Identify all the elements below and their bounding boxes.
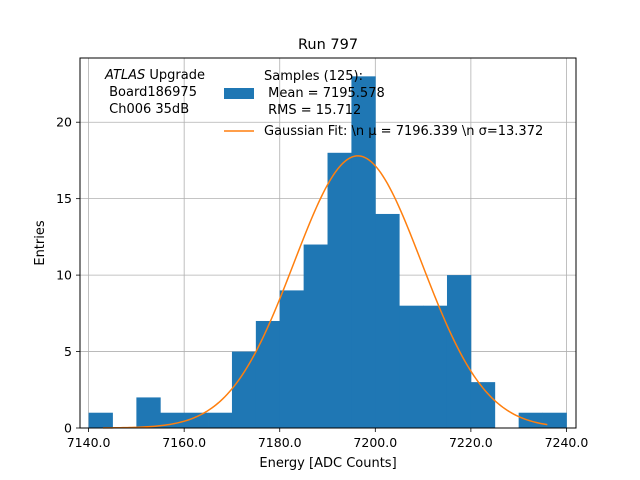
y-tick-label-1: 5 bbox=[64, 344, 72, 359]
histogram-bar-14 bbox=[423, 305, 448, 428]
y-tick-label-3: 15 bbox=[56, 191, 72, 206]
legend-samples-line-1: Samples (125): bbox=[264, 69, 363, 84]
x-tick-label-3: 7200.0 bbox=[353, 435, 397, 450]
legend-fit-label: Gaussian Fit: \n μ = 7196.339 \n σ=13.37… bbox=[264, 124, 543, 139]
histogram-bar-3 bbox=[160, 412, 185, 428]
y-tick-label-2: 10 bbox=[56, 268, 72, 283]
histogram-bar-9 bbox=[303, 244, 328, 428]
legend-samples-line-2: Mean = 7195.578 bbox=[264, 86, 385, 101]
legend: Samples (125): Mean = 7195.578 RMS = 15.… bbox=[224, 69, 543, 139]
histogram-bar-13 bbox=[399, 305, 424, 428]
histogram-bars bbox=[88, 76, 567, 428]
histogram-bar-7 bbox=[255, 320, 281, 428]
y-tick-label-0: 0 bbox=[64, 421, 72, 436]
annotation-line-1: ATLAS Upgrade bbox=[104, 68, 205, 83]
histogram-bar-12 bbox=[375, 213, 400, 428]
histogram-bar-8 bbox=[279, 290, 305, 428]
legend-patch-samples bbox=[224, 88, 254, 99]
x-tick-label-5: 7240.0 bbox=[545, 435, 589, 450]
x-axis-label: Energy [ADC Counts] bbox=[259, 456, 396, 471]
histogram-bar-2 bbox=[136, 397, 161, 428]
histogram-bar-11 bbox=[351, 76, 376, 428]
histogram-bar-16 bbox=[470, 382, 496, 428]
plot-frame bbox=[79, 57, 577, 429]
x-axis-ticks: 7140.0 7160.0 7180.0 7200.0 7220.0 7240.0 bbox=[67, 428, 589, 450]
x-tick-label-0: 7140.0 bbox=[67, 435, 111, 450]
histogram-bar-19 bbox=[542, 412, 567, 428]
annotation-line-2: Board186975 bbox=[105, 85, 197, 100]
y-axis-label: Entries bbox=[33, 220, 48, 266]
y-axis-ticks: 0 5 10 15 20 bbox=[56, 115, 80, 436]
y-tick-label-4: 20 bbox=[56, 115, 72, 130]
x-tick-label-1: 7160.0 bbox=[162, 435, 206, 450]
gaussian-fit-curve bbox=[102, 155, 548, 429]
atlas-annotation: ATLAS Upgrade Board186975 Ch006 35dB bbox=[104, 68, 205, 117]
histogram-bar-6 bbox=[231, 351, 257, 428]
chart-title: Run 797 bbox=[298, 37, 358, 53]
histogram-bar-5 bbox=[208, 412, 233, 428]
histogram-bar-4 bbox=[184, 412, 209, 428]
x-tick-label-4: 7220.0 bbox=[449, 435, 493, 450]
x-tick-label-2: 7180.0 bbox=[258, 435, 302, 450]
annotation-line-3: Ch006 35dB bbox=[105, 102, 189, 117]
histogram-bar-10 bbox=[327, 152, 352, 428]
histogram-bar-0 bbox=[88, 412, 113, 428]
legend-samples-line-3: RMS = 15.712 bbox=[264, 103, 361, 118]
